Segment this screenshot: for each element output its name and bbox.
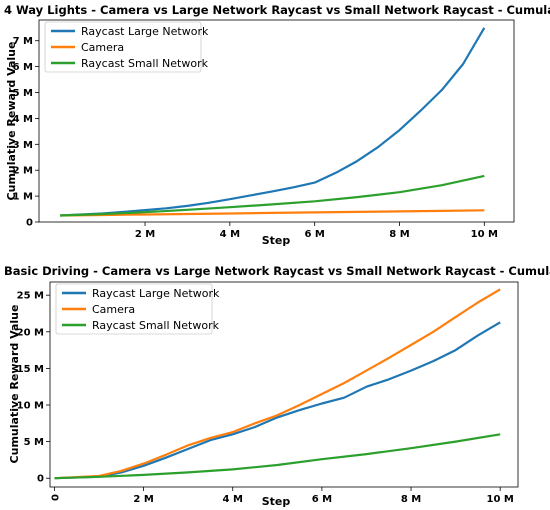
chart-1-legend: Raycast Large Network Camera Raycast Small… <box>44 21 209 73</box>
chart-1-legend-label-2: Camera <box>81 41 124 54</box>
chart-2-xtick-label: 10 M <box>486 494 513 505</box>
chart-1-ytick-label: 3 M <box>13 140 33 151</box>
chart-2-xtick-label: 6 M <box>312 494 332 505</box>
chart-2-legend: Raycast Large Network Camera Raycast Small… <box>55 283 220 335</box>
chart-2-legend-label-2: Camera <box>92 303 135 316</box>
chart-2-ylabel: Cumulative Reward Value <box>8 305 21 464</box>
chart-1-ylabel: Cumulative Reward Value <box>5 42 18 201</box>
chart-1: 4 Way Lights - Camera vs Large Network R… <box>4 3 550 247</box>
chart-1-series-line-3 <box>60 174 485 217</box>
chart-2-ytick-label: 15 M <box>17 364 44 375</box>
chart-2-series-line-1 <box>54 321 501 480</box>
chart-1-ytick-label: 1 M <box>13 192 33 203</box>
chart-2-series-line-2 <box>54 288 501 480</box>
chart-1-xtick-label: 6 M <box>304 229 324 240</box>
chart-2-ytick-label: 0 <box>37 474 44 485</box>
chart-2: Basic Driving - Camera vs Large Network … <box>4 264 550 508</box>
chart-2-legend-items: Raycast Large Network Camera Raycast Small… <box>62 287 220 332</box>
chart-1-ytick-label: 5 M <box>13 88 33 99</box>
chart-2-legend-label-3: Raycast Small Network <box>92 319 220 332</box>
chart-2-xtick-label: 2 M <box>133 494 153 505</box>
chart-2-legend-box <box>55 283 213 335</box>
chart-1-xtick-label: 2 M <box>135 229 155 240</box>
chart-1-legend-box <box>44 21 202 73</box>
chart-1-legend-items: Raycast Large Network Camera Raycast Small… <box>51 25 209 70</box>
chart-2-ytick-label: 5 M <box>24 437 44 448</box>
chart-1-ytick-label: 6 M <box>13 62 33 73</box>
chart-1-marks <box>60 27 486 217</box>
chart-1-legend-label-3: Raycast Small Network <box>81 57 209 70</box>
chart-1-xtick-label: 8 M <box>389 229 409 240</box>
chart-1-ytick-label: 2 M <box>13 166 33 177</box>
chart-2-xlabel: Step <box>262 495 291 508</box>
chart-2-ytick-label: 20 M <box>17 327 44 338</box>
chart-2-ticks: 0 2 M 4 M 6 M 8 M 10 M 0 5 M 10 M 15 M 20 M 25 M <box>17 291 514 505</box>
chart-1-title: 4 Way Lights - Camera vs Large Network R… <box>4 3 550 17</box>
chart-2-ytick-label: 10 M <box>17 401 44 412</box>
chart-2-marks <box>54 288 501 480</box>
chart-1-xlabel: Step <box>262 234 291 247</box>
chart-2-series-line-3 <box>54 433 501 480</box>
chart-2-title: Basic Driving - Camera vs Large Network … <box>4 264 550 278</box>
chart-1-ytick-label: 0 <box>26 218 33 229</box>
chart-1-xtick-label: 10 M <box>471 229 498 240</box>
chart-1-xtick-label: 4 M <box>220 229 240 240</box>
chart-2-xtick-label: 4 M <box>223 494 243 505</box>
chart-2-frame <box>49 281 519 488</box>
chart-1-ytick-label: 7 M <box>13 36 33 47</box>
chart-1-series-line-1 <box>60 27 486 217</box>
chart-1-frame <box>38 19 515 223</box>
chart-1-series-line-2 <box>60 209 485 217</box>
chart-1-legend-label-1: Raycast Large Network <box>81 25 209 38</box>
chart-2-legend-label-1: Raycast Large Network <box>92 287 220 300</box>
chart-2-xtick-label: 8 M <box>401 494 421 505</box>
chart-2-ytick-label: 25 M <box>17 291 44 302</box>
chart-2-xtick-label: 0 <box>50 494 61 501</box>
chart-1-ytick-label: 4 M <box>13 114 33 125</box>
chart-1-ticks: 2 M 4 M 6 M 8 M 10 M 0 1 M 2 M 3 M 4 M 5 M 6 M 7 M <box>13 36 498 240</box>
